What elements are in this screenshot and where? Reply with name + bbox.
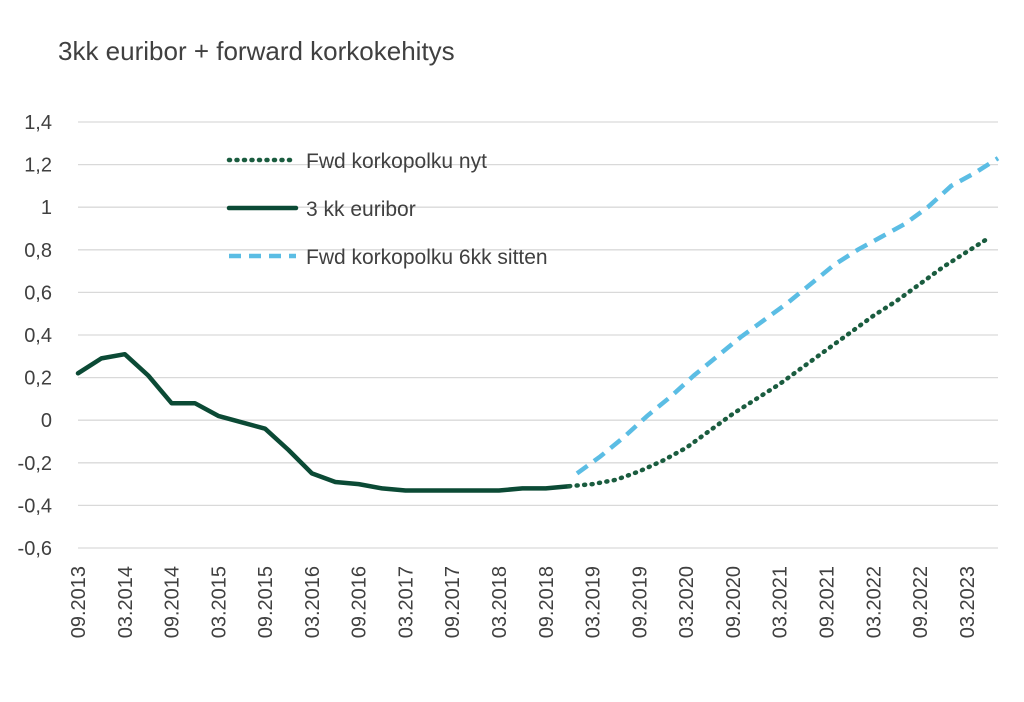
y-tick-label-5: 0,4 (24, 325, 52, 347)
legend-item-fwd-now: Fwd korkopolku nyt (226, 150, 487, 173)
x-tick-label-8: 09.2017 (442, 566, 464, 638)
y-tick-label-9: -0,4 (18, 495, 52, 517)
y-tick-label-6: 0,2 (24, 368, 52, 390)
x-tick-label-9: 03.2018 (489, 566, 511, 638)
x-tick-label-17: 03.2022 (863, 566, 885, 638)
x-tick-label-11: 03.2019 (583, 566, 605, 638)
x-tick-label-16: 09.2021 (816, 566, 838, 638)
x-tick-label-13: 03.2020 (676, 566, 698, 638)
x-tick-label-14: 09.2020 (723, 566, 745, 638)
y-tick-label-4: 0,6 (24, 282, 52, 304)
x-tick-label-19: 03.2023 (957, 566, 979, 638)
y-tick-label-7: 0 (41, 410, 52, 432)
x-tick-label-10: 09.2018 (536, 566, 558, 638)
x-tick-label-5: 03.2016 (302, 566, 324, 638)
x-tick-label-6: 09.2016 (349, 566, 371, 638)
y-tick-label-0: 1,4 (24, 112, 52, 134)
chart-title: 3kk euribor + forward korkokehitys (58, 36, 455, 66)
series-fwd-now (566, 234, 993, 489)
legend-label-fwd-6m-ago: Fwd korkopolku 6kk sitten (306, 246, 548, 269)
x-tick-label-0: 09.2013 (68, 566, 90, 638)
x-tick-label-12: 09.2019 (629, 566, 651, 638)
series-euribor (75, 351, 572, 493)
y-tick-label-8: -0,2 (18, 453, 52, 475)
series-lines (75, 156, 1000, 493)
x-tick-label-18: 09.2022 (910, 566, 932, 638)
x-axis-ticks: 09.2013 03.2014 09.2014 03.2015 09.2015 03.20… (68, 566, 979, 638)
y-axis-ticks: 1,4 1,2 1 0,8 0,6 0,4 0,2 0 -0,2 -0,4 -0,6 (18, 112, 52, 560)
gridlines (78, 121, 998, 549)
legend-item-euribor: 3 kk euribor (226, 198, 416, 221)
y-tick-label-10: -0,6 (18, 538, 52, 560)
y-tick-label-2: 1 (41, 197, 52, 219)
x-tick-label-1: 03.2014 (115, 566, 137, 638)
x-tick-label-4: 09.2015 (255, 566, 277, 638)
y-tick-label-3: 0,8 (24, 240, 52, 262)
legend-item-fwd-6m-ago: Fwd korkopolku 6kk sitten (229, 246, 548, 269)
x-tick-label-15: 03.2021 (770, 566, 792, 638)
legend-label-euribor: 3 kk euribor (306, 198, 416, 221)
x-tick-label-7: 03.2017 (395, 566, 417, 638)
series-fwd-6m-ago (575, 156, 1000, 476)
legend: Fwd korkopolku nyt 3 kk euribor Fwd kork… (226, 150, 548, 269)
legend-label-fwd-now: Fwd korkopolku nyt (306, 150, 487, 173)
x-tick-label-3: 03.2015 (208, 566, 230, 638)
y-tick-label-1: 1,2 (24, 155, 52, 177)
x-tick-label-2: 09.2014 (162, 566, 184, 638)
